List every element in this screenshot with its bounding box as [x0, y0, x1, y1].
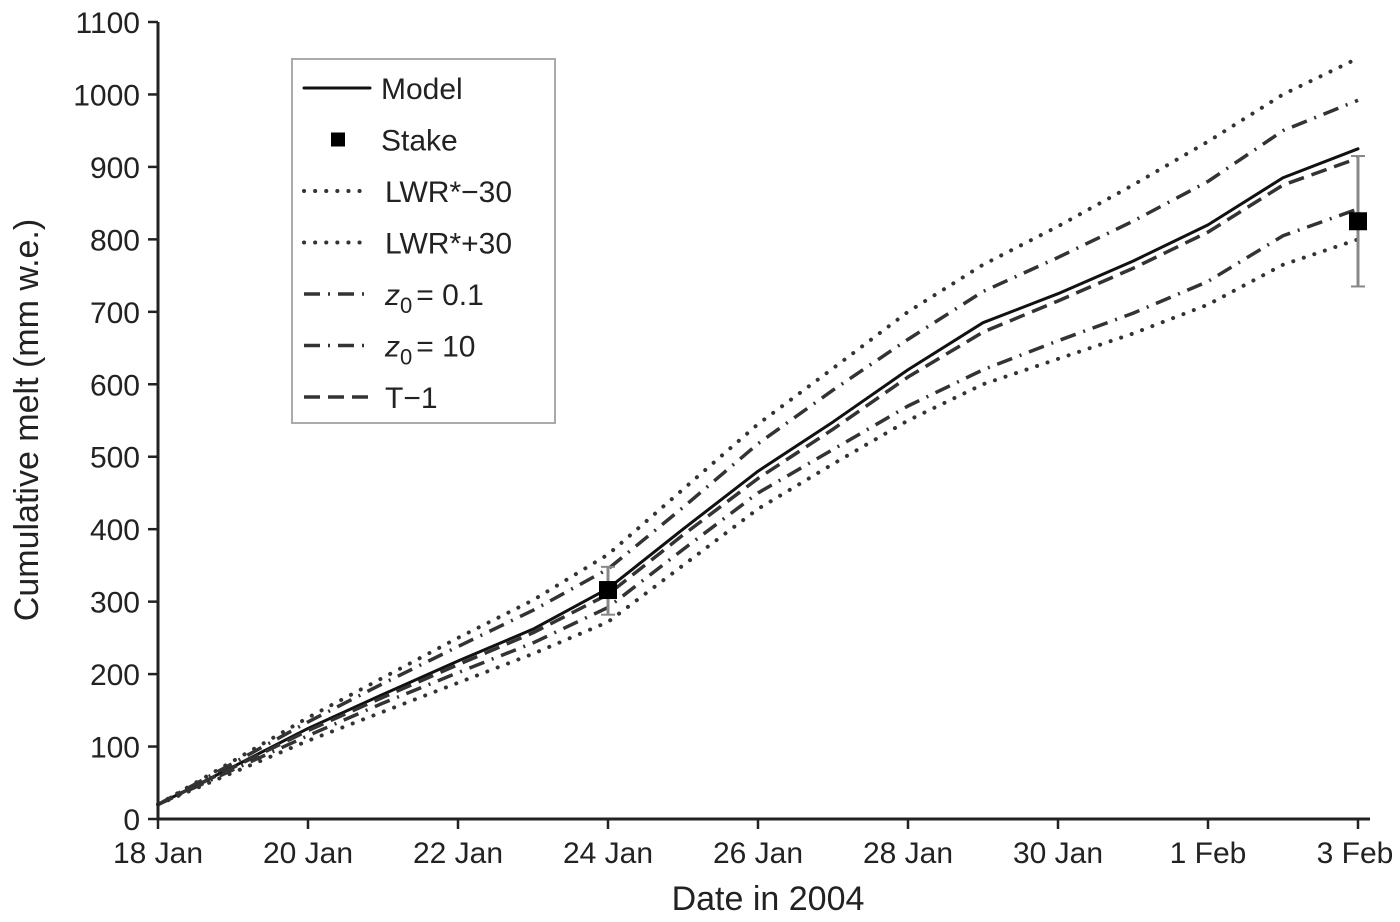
y-tick-label: 100	[90, 732, 140, 765]
legend-label: Stake	[381, 125, 458, 158]
legend-item: Model	[302, 73, 463, 106]
x-tick-label: 22 Jan	[413, 837, 503, 870]
legend-box	[291, 58, 556, 424]
stake-marker	[599, 581, 617, 600]
y-tick-label: 800	[90, 224, 140, 257]
legend-item: LWR*+30	[302, 228, 512, 261]
stake-marker	[1349, 212, 1367, 231]
series-line-2	[156, 56, 1360, 807]
legend-item: Stake	[331, 125, 458, 158]
y-tick-label: 900	[90, 152, 140, 185]
x-tick-label: 3 Feb	[1317, 837, 1394, 870]
axes: 0 100 200 300 400 500 600 700 800 900 1000 1100 18 J…	[73, 7, 1393, 870]
series-layer	[156, 56, 1360, 807]
y-tick-label: 700	[90, 297, 140, 330]
legend-item: LWR*−30	[302, 176, 512, 209]
legend-item: z0 = 0.1	[304, 279, 484, 318]
series-line-5	[157, 156, 1359, 807]
legend-label: LWR*−30	[385, 176, 512, 209]
y-tick-label: 300	[90, 587, 140, 620]
x-tick-label: 26 Jan	[713, 837, 803, 870]
legend-label: T−1	[385, 382, 438, 415]
x-tick-label: 30 Jan	[1013, 837, 1103, 870]
x-axis-title: Date in 2004	[672, 880, 865, 918]
legend-label: Model	[381, 73, 463, 106]
y-tick-label: 500	[90, 442, 140, 475]
y-tick-label: 0	[123, 804, 140, 837]
legend-item: T−1	[304, 382, 438, 415]
legend-item: z0 = 10	[304, 331, 475, 370]
legend: Model Stake LWR*−30 LWR*+30 z0 = 0.1 z0 = 10 T−1	[291, 58, 556, 424]
x-tick-label: 18 Jan	[113, 837, 203, 870]
x-tick-label: 24 Jan	[563, 837, 653, 870]
legend-label: LWR*+30	[385, 228, 512, 261]
stake-markers	[599, 155, 1367, 616]
series-line-4	[157, 98, 1359, 807]
legend-label: z0 = 0.1	[384, 279, 484, 318]
legend-label: z0 = 10	[384, 331, 475, 370]
y-tick-label: 200	[90, 659, 140, 692]
y-tick-label: 600	[90, 369, 140, 402]
y-axis-title: Cumulative melt (mm w.e.)	[8, 219, 46, 621]
series-line-3	[157, 207, 1359, 807]
legend-swatch	[331, 132, 345, 147]
x-tick-label: 28 Jan	[863, 837, 953, 870]
y-tick-label: 1000	[73, 79, 140, 112]
x-tick-label: 20 Jan	[263, 837, 353, 870]
y-tick-label: 1100	[75, 7, 140, 40]
series-line-0	[156, 147, 1360, 807]
y-tick-label: 400	[90, 514, 140, 547]
x-tick-label: 1 Feb	[1170, 837, 1247, 870]
